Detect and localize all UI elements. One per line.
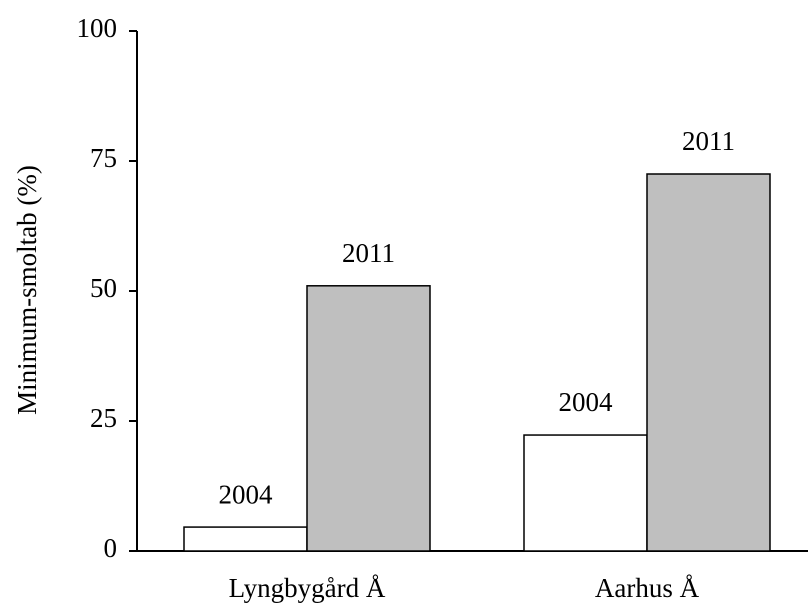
y-tick-label: 50 [90, 273, 117, 303]
bar [183, 526, 308, 552]
bar-label: 2011 [342, 238, 395, 268]
bar-label: 2011 [682, 126, 735, 156]
y-tick-label: 25 [90, 403, 117, 433]
bar [523, 434, 648, 552]
x-tick-label: Lyngbygård Å [229, 573, 386, 603]
bar [646, 173, 771, 552]
y-tick-label: 100 [77, 13, 118, 43]
bar [306, 285, 431, 552]
x-tick-label: Aarhus Å [595, 573, 700, 603]
y-axis-title: Minimum-smoltab (%) [12, 165, 42, 415]
y-tick-label: 75 [90, 143, 117, 173]
bar-label: 2004 [219, 479, 274, 509]
y-tick-label: 0 [104, 533, 118, 563]
bar-label: 2004 [559, 387, 614, 417]
